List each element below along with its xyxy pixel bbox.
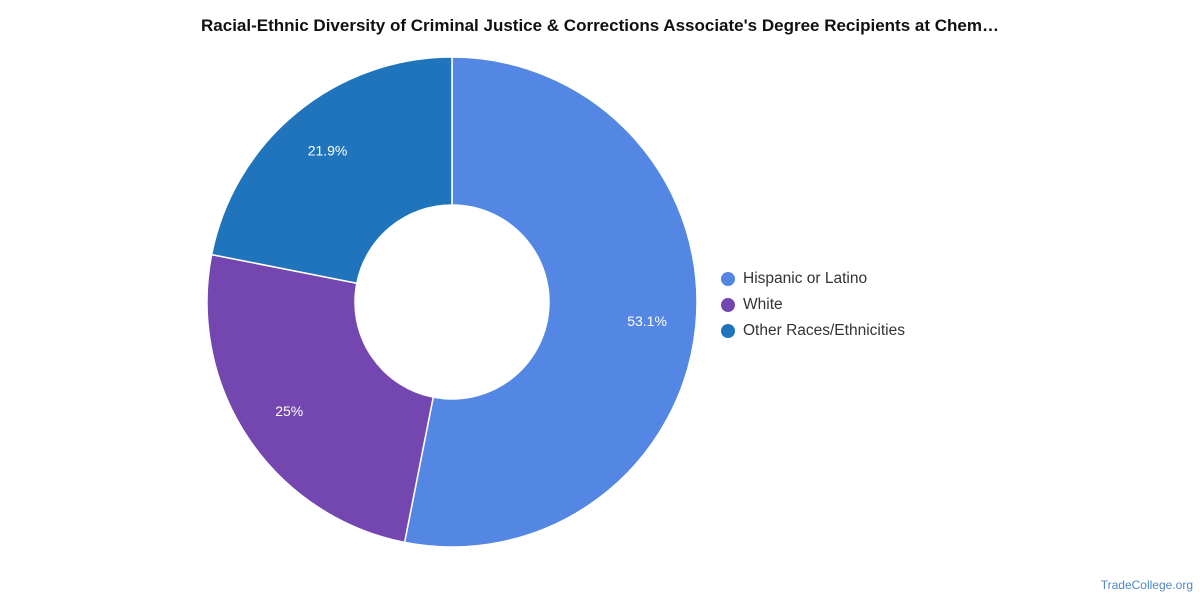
legend-item-white[interactable]: White xyxy=(721,292,905,318)
slice-label-hispanic-or-latino: 53.1% xyxy=(627,313,667,329)
chart-legend: Hispanic or Latino White Other Races/Eth… xyxy=(721,266,905,344)
slice-hispanic-or-latino[interactable] xyxy=(403,56,698,548)
slice-label-white: 25% xyxy=(275,403,303,419)
source-credit-link[interactable]: TradeCollege.org xyxy=(1100,578,1193,592)
chart-title: Racial-Ethnic Diversity of Criminal Just… xyxy=(201,16,999,35)
legend-swatch-icon xyxy=(721,324,735,338)
slice-other-races-ethnicities[interactable] xyxy=(210,56,453,285)
legend-item-other-races-ethnicities[interactable]: Other Races/Ethnicities xyxy=(721,318,905,344)
legend-label: Hispanic or Latino xyxy=(743,270,868,287)
slice-label-other-races-ethnicities: 21.9% xyxy=(308,143,348,159)
slice-white[interactable] xyxy=(206,253,435,544)
legend-label: White xyxy=(743,296,783,313)
donut-slice-labels: 53.1% 25% 21.9% xyxy=(275,143,667,420)
legend-label: Other Races/Ethnicities xyxy=(743,322,905,339)
legend-swatch-icon xyxy=(721,298,735,312)
legend-swatch-icon xyxy=(721,272,735,286)
legend-item-hispanic-or-latino[interactable]: Hispanic or Latino xyxy=(721,266,905,292)
donut-slices xyxy=(206,56,698,548)
